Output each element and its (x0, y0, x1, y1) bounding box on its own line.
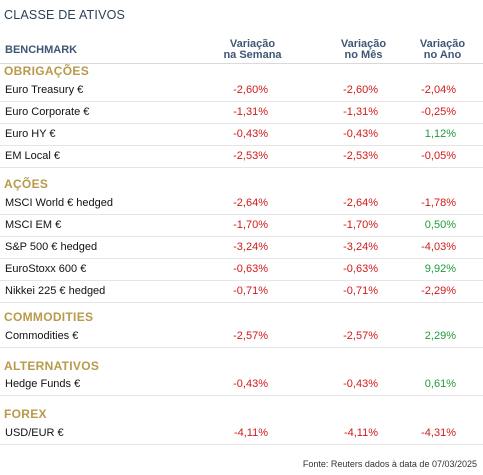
value-week: -2,57% (233, 330, 268, 342)
value-month: -0,43% (343, 378, 378, 390)
table-row: MSCI EM € -1,70% -1,70% 0,50% (0, 215, 483, 237)
header-year-line2: no Ano (423, 49, 462, 61)
row-label: Nikkei 225 € hedged (5, 285, 106, 297)
value-year: -0,25% (421, 106, 456, 118)
value-week: -0,63% (233, 263, 268, 275)
value-month: -0,63% (343, 263, 378, 275)
row-label: Euro HY € (5, 128, 56, 140)
row-label: MSCI EM € (5, 219, 62, 231)
value-week: -4,11% (233, 427, 268, 439)
table-row: EM Local € -2,53% -2,53% -0,05% (0, 146, 483, 168)
source-footnote: Fonte: Reuters dados à data de 07/03/202… (302, 459, 477, 469)
table-row: S&P 500 € hedged -3,24% -3,24% -4,03% (0, 237, 483, 259)
row-label: USD/EUR € (5, 427, 64, 439)
row-label: MSCI World € hedged (5, 197, 114, 209)
header-week: Variação na Semana (205, 39, 300, 61)
value-year: 1,12% (424, 128, 456, 140)
table-row: Nikkei 225 € hedged -0,71% -0,71% -2,29% (0, 281, 483, 303)
section-title: ALTERNATIVOS (4, 359, 100, 373)
value-week: -2,53% (233, 150, 268, 162)
value-year: -2,04% (421, 84, 456, 96)
row-label: Euro Treasury € (5, 84, 84, 96)
value-year: 2,29% (424, 330, 456, 342)
value-week: -0,71% (233, 285, 268, 297)
row-label: Euro Corporate € (5, 106, 90, 118)
value-month: -3,24% (343, 241, 378, 253)
row-label: S&P 500 € hedged (5, 241, 98, 253)
value-week: -1,70% (233, 219, 268, 231)
value-month: -4,11% (343, 427, 378, 439)
value-year: -4,31% (421, 427, 456, 439)
table-header: BENCHMARK Variação na Semana Variação no… (0, 38, 483, 64)
value-week: -2,64% (233, 197, 268, 209)
value-week: -1,31% (233, 106, 268, 118)
header-benchmark: BENCHMARK (5, 44, 78, 56)
value-week: -0,43% (233, 378, 268, 390)
value-year: -1,78% (421, 197, 456, 209)
row-label: EuroStoxx 600 € (5, 263, 87, 275)
value-year: -4,03% (421, 241, 456, 253)
header-year-line1: Variação (419, 38, 466, 50)
table-row: USD/EUR € -4,11% -4,11% -4,31% (0, 423, 483, 445)
section-title: OBRIGAÇÕES (4, 64, 90, 78)
header-month-line2: no Mês (344, 49, 383, 61)
value-year: 9,92% (424, 263, 456, 275)
value-week: -2,60% (233, 84, 268, 96)
header-year: Variação no Ano (395, 39, 483, 61)
section-title: AÇÕES (4, 177, 49, 191)
section-title: FOREX (4, 407, 47, 421)
value-month: -2,57% (343, 330, 378, 342)
table-row: Euro HY € -0,43% -0,43% 1,12% (0, 124, 483, 146)
header-week-line1: Variação (229, 38, 276, 50)
value-month: -0,71% (343, 285, 378, 297)
row-label: Commodities € (5, 330, 79, 342)
value-year: 0,50% (424, 219, 456, 231)
table-row: EuroStoxx 600 € -0,63% -0,63% 9,92% (0, 259, 483, 281)
row-label: Hedge Funds € (5, 378, 81, 390)
table-row: Euro Treasury € -2,60% -2,60% -2,04% (0, 80, 483, 102)
value-year: -0,05% (421, 150, 456, 162)
value-year: 0,61% (424, 378, 456, 390)
value-week: -0,43% (233, 128, 268, 140)
value-month: -2,64% (343, 197, 378, 209)
header-month-line1: Variação (340, 38, 387, 50)
value-month: -0,43% (343, 128, 378, 140)
section-title: COMMODITIES (4, 310, 94, 324)
value-week: -3,24% (233, 241, 268, 253)
page-title: CLASSE DE ATIVOS (4, 8, 126, 22)
header-week-line2: na Semana (223, 49, 282, 61)
row-label: EM Local € (5, 150, 61, 162)
header-month: Variação no Mês (316, 39, 411, 61)
value-year: -2,29% (421, 285, 456, 297)
table-row: Commodities € -2,57% -2,57% 2,29% (0, 326, 483, 348)
value-month: -1,31% (343, 106, 378, 118)
table-row: Euro Corporate € -1,31% -1,31% -0,25% (0, 102, 483, 124)
value-month: -2,60% (343, 84, 378, 96)
value-month: -1,70% (343, 219, 378, 231)
value-month: -2,53% (343, 150, 378, 162)
table-row: Hedge Funds € -0,43% -0,43% 0,61% (0, 374, 483, 396)
table-row: MSCI World € hedged -2,64% -2,64% -1,78% (0, 193, 483, 215)
